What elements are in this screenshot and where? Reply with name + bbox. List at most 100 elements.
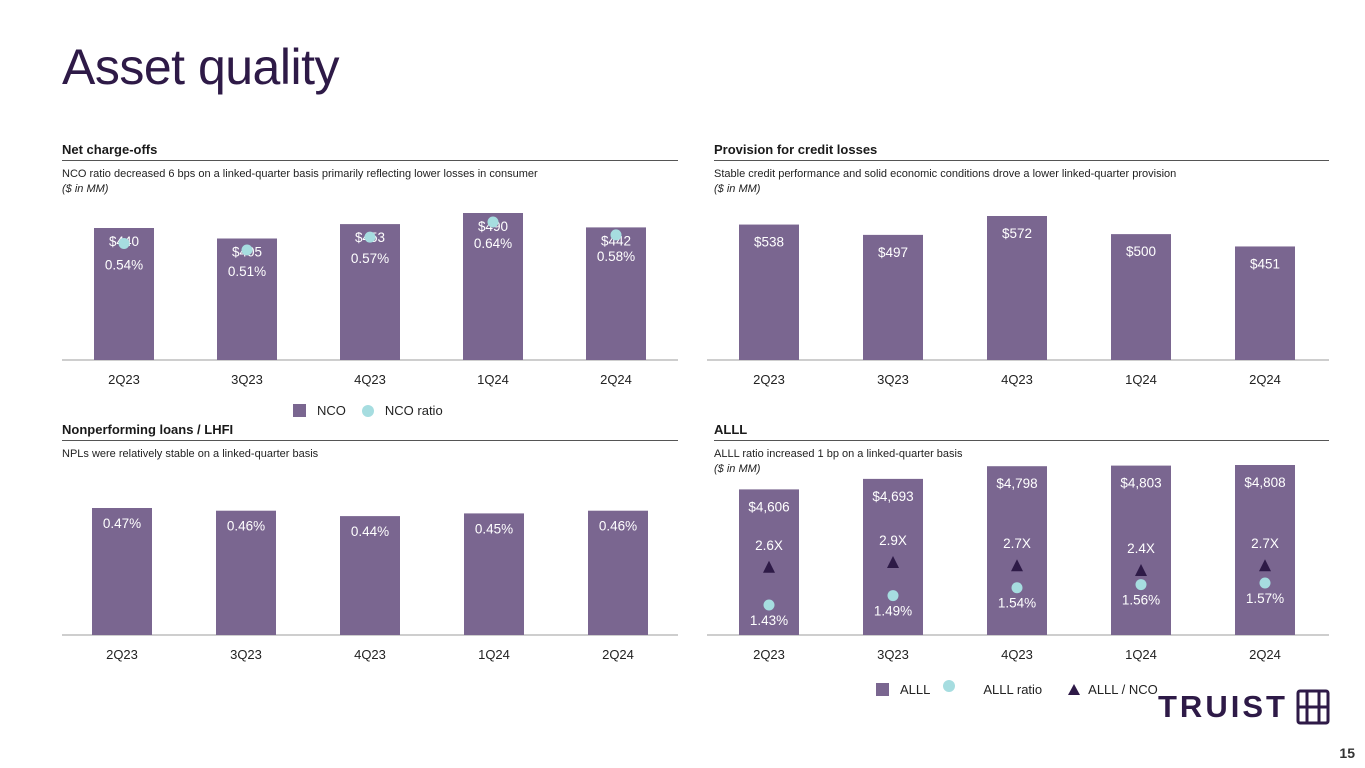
alll-ratio-label: 1.57% xyxy=(1246,591,1284,606)
ratio-dot xyxy=(364,231,376,243)
nco-panel-title: Net charge-offs xyxy=(62,142,678,161)
alll-ratio-dot xyxy=(763,599,775,611)
x-tick-label: 2Q23 xyxy=(753,372,785,387)
bar-4Q23 xyxy=(340,224,400,360)
bar-4Q23 xyxy=(987,216,1047,360)
alll-nco-label: 2.7X xyxy=(1251,536,1279,551)
alll-ratio-dot xyxy=(1011,582,1023,594)
bar-2Q23 xyxy=(92,508,152,635)
alll-legend: ALLL ALLL ratio ALLL / NCO xyxy=(876,679,1158,697)
ratio-dot xyxy=(610,229,622,241)
ratio-label: 0.57% xyxy=(351,251,389,266)
x-tick-label: 1Q24 xyxy=(1125,647,1157,662)
bar-2Q23 xyxy=(739,224,799,360)
alll-nco-label: 2.6X xyxy=(755,538,783,553)
nco-panel-header: Net charge-offs NCO ratio decreased 6 bp… xyxy=(62,142,678,196)
bar-1Q24 xyxy=(1111,465,1171,635)
truist-logo: TRUIST xyxy=(1158,689,1330,725)
npl-chart: 0.47% 2Q23 0.46% 3Q23 0.44% 4Q23 0.45% 1Q24 0.46… xyxy=(62,508,678,662)
provision-panel-title: Provision for credit losses xyxy=(714,142,1329,161)
truist-logo-mark-icon xyxy=(1296,689,1330,725)
provision-panel-header: Provision for credit losses Stable credi… xyxy=(714,142,1329,196)
x-tick-label: 4Q23 xyxy=(1001,372,1033,387)
x-tick-label: 2Q23 xyxy=(106,647,138,662)
legend-triangle-icon xyxy=(1068,684,1081,695)
alll-ratio-label: 1.49% xyxy=(874,604,912,619)
bar-value-label: 0.46% xyxy=(599,519,637,534)
bar-value-label: $451 xyxy=(1250,256,1280,271)
bar-value-label: $497 xyxy=(878,245,908,260)
bar-2Q24 xyxy=(586,227,646,360)
legend-alll-nco-label: ALLL / NCO xyxy=(1088,682,1158,697)
nco-panel-unit: ($ in MM) xyxy=(62,183,109,195)
bar-2Q24 xyxy=(1235,246,1295,360)
legend-dot-icon xyxy=(943,679,956,692)
bar-value-label: $4,798 xyxy=(996,476,1037,491)
alll-panel-title: ALLL xyxy=(714,422,1329,441)
x-tick-label: 2Q24 xyxy=(602,647,634,662)
alll-nco-triangle xyxy=(1259,559,1271,572)
ratio-label: 0.54% xyxy=(105,258,143,273)
alll-nco-label: 2.9X xyxy=(879,533,907,548)
page-number: 15 xyxy=(1339,745,1355,761)
alll-nco-label: 2.7X xyxy=(1003,536,1031,551)
alll-panel-subtitle: ALLL ratio increased 1 bp on a linked-qu… xyxy=(714,448,963,460)
nco-legend: NCO NCO ratio xyxy=(293,403,443,418)
bar-value-label: $4,803 xyxy=(1120,476,1161,491)
alll-nco-triangle xyxy=(763,560,775,573)
npl-panel-subtitle: NPLs were relatively stable on a linked-… xyxy=(62,448,319,460)
page-title: Asset quality xyxy=(62,39,339,95)
x-tick-label: 2Q24 xyxy=(1249,647,1281,662)
ratio-dot xyxy=(487,216,499,228)
bar-2Q23 xyxy=(94,228,154,360)
bar-1Q24 xyxy=(464,513,524,635)
bar-value-label: $500 xyxy=(1126,244,1156,259)
alll-ratio-label: 1.56% xyxy=(1122,593,1160,608)
legend-nco-ratio-label: NCO ratio xyxy=(384,403,443,418)
x-tick-label: 2Q24 xyxy=(1249,372,1281,387)
x-tick-label: 4Q23 xyxy=(354,647,386,662)
bar-1Q24 xyxy=(463,213,523,360)
alll-ratio-label: 1.54% xyxy=(998,596,1036,611)
bar-value-label: $4,606 xyxy=(748,499,789,514)
legend-nco-label: NCO xyxy=(317,403,346,418)
npl-panel-header: Nonperforming loans / LHFI NPLs were rel… xyxy=(62,422,678,462)
bar-value-label: $572 xyxy=(1002,226,1032,241)
x-tick-label: 2Q23 xyxy=(753,647,785,662)
x-tick-label: 1Q24 xyxy=(478,647,510,662)
alll-ratio-dot xyxy=(1259,577,1271,589)
x-tick-label: 3Q23 xyxy=(877,372,909,387)
alll-nco-triangle xyxy=(1135,564,1147,576)
legend-dot-icon xyxy=(361,404,374,417)
ratio-label: 0.64% xyxy=(474,236,512,251)
legend-alll-label: ALLL xyxy=(900,682,931,697)
bar-value-label: $4,808 xyxy=(1244,475,1285,490)
bar-value-label: $538 xyxy=(754,235,784,250)
x-tick-label: 2Q24 xyxy=(600,372,632,387)
bar-2Q24 xyxy=(588,510,648,635)
bar-3Q23 xyxy=(216,510,276,635)
bar-value-label: $4,693 xyxy=(872,489,913,504)
ratio-dot xyxy=(118,238,130,250)
alll-ratio-dot xyxy=(1135,579,1147,591)
provision-chart: $538 2Q23 $497 3Q23 $572 4Q23 $500 1Q24 $451 2Q24 xyxy=(707,216,1329,387)
x-tick-label: 4Q23 xyxy=(1001,647,1033,662)
alll-panel-unit: ($ in MM) xyxy=(714,463,761,475)
bar-value-label: 0.44% xyxy=(351,524,389,539)
ratio-label: 0.51% xyxy=(228,264,266,279)
bar-value-label: 0.47% xyxy=(103,516,141,531)
ratio-label: 0.58% xyxy=(597,249,635,264)
provision-panel-unit: ($ in MM) xyxy=(714,183,761,195)
x-tick-label: 1Q24 xyxy=(1125,372,1157,387)
alll-nco-label: 2.4X xyxy=(1127,541,1155,556)
ratio-dot xyxy=(241,244,253,256)
alll-nco-triangle xyxy=(887,556,899,568)
alll-nco-triangle xyxy=(1011,559,1023,572)
bar-3Q23 xyxy=(863,234,923,360)
bar-value-label: $442 xyxy=(601,233,631,248)
x-tick-label: 2Q23 xyxy=(108,372,140,387)
x-tick-label: 3Q23 xyxy=(877,647,909,662)
alll-chart: $4,606 2Q23 2.6X 1.43% $4,693 3Q23 2.9X 1.49% $4… xyxy=(707,465,1329,662)
bar-1Q24 xyxy=(1111,234,1171,360)
bar-3Q23 xyxy=(217,238,277,360)
